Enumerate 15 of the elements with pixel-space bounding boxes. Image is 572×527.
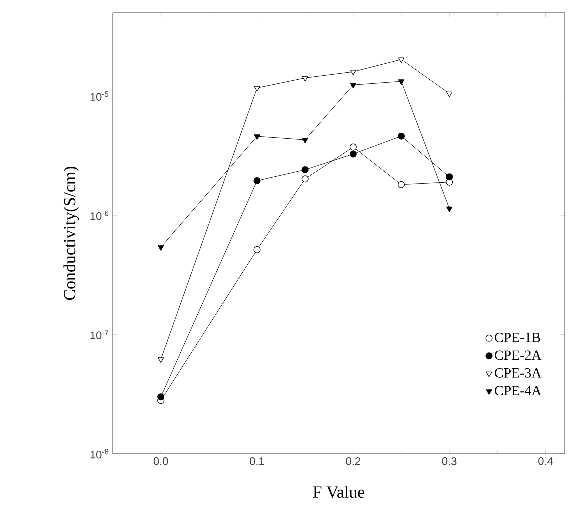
y-tick-label: 10$^{-8}$ [90,449,109,459]
legend-label: CPE-3A [495,368,542,378]
x-tick-label: 0.3 [442,458,457,466]
x-tick-label: 0.2 [346,458,360,466]
y-tick-label: 10$^{-7}$ [90,330,109,340]
x-tick-label: 0.1 [250,458,264,466]
legend-label: CPE-1B [495,333,540,342]
legend-label: CPE-4A [495,386,542,396]
y-tick-label: 10$^{-5}$ [90,92,109,102]
y-tick-label: 10$^{-6}$ [90,210,109,220]
x-axis-title: F Value [313,486,365,498]
x-tick-label: 0.0 [154,458,168,466]
x-tick-label: 0.4 [538,458,554,466]
legend-label: CPE-2A [495,350,542,360]
y-axis-title: Conductivity(S/cm) [64,166,80,300]
